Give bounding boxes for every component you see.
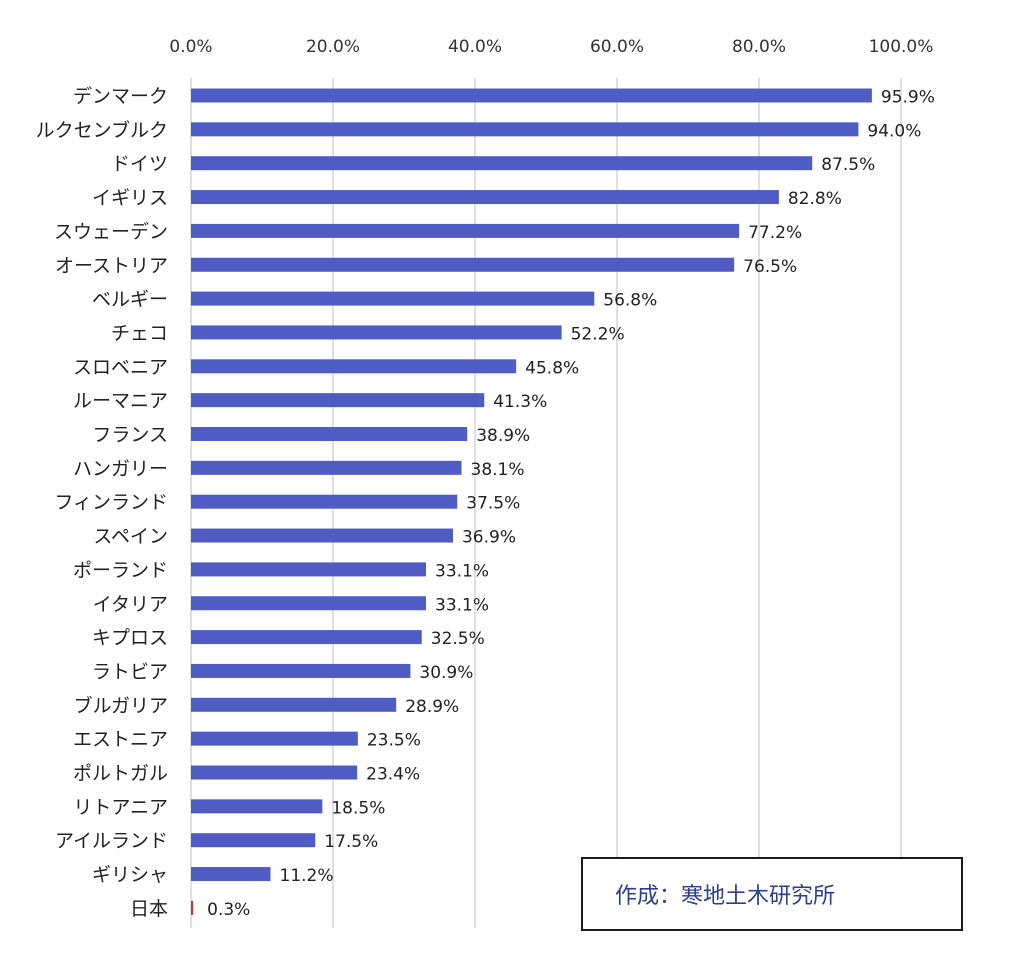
x-tick-label: 40.0% — [448, 37, 502, 57]
data-label: 37.5% — [466, 494, 520, 514]
bar — [191, 596, 427, 611]
x-tick-label: 100.0% — [869, 37, 934, 57]
category-label: フランス — [92, 424, 168, 446]
data-label: 38.1% — [471, 460, 525, 480]
data-label: 0.3% — [207, 900, 250, 920]
data-label: 77.2% — [748, 223, 802, 243]
data-label: 30.9% — [419, 663, 473, 683]
bar — [191, 833, 316, 848]
bar — [191, 156, 813, 171]
bar — [191, 190, 779, 205]
category-label: ハンガリー — [73, 458, 168, 480]
bar — [191, 460, 462, 475]
data-label: 38.9% — [476, 426, 530, 446]
bar — [191, 359, 517, 374]
category-label: ポーランド — [73, 559, 168, 581]
category-label: 日本 — [130, 898, 168, 920]
category-label: オーストリア — [55, 255, 168, 277]
data-label: 33.1% — [435, 561, 489, 581]
category-label: ドイツ — [111, 153, 168, 175]
data-label: 87.5% — [821, 155, 875, 175]
data-label: 36.9% — [462, 528, 516, 548]
data-label: 76.5% — [743, 257, 797, 277]
credit-text: 作成：寒地土木研究所 — [615, 884, 836, 909]
bar — [191, 393, 485, 408]
category-labels: デンマークルクセンブルクドイツイギリススウェーデンオーストリアベルギーチェコスロ… — [36, 86, 168, 920]
x-axis-ticks: 0.0% 20.0% 40.0% 60.0% 80.0% 100.0% — [169, 37, 933, 57]
category-label: イタリア — [93, 593, 168, 615]
bar — [191, 427, 468, 441]
bar — [191, 663, 411, 678]
data-labels: 95.9% 94.0% 87.5% 82.8% 77.2% 76.5% 56.8% 52.2%… — [207, 88, 935, 920]
data-label: 52.2% — [571, 324, 625, 344]
data-label: 28.9% — [405, 697, 459, 717]
bar — [191, 630, 422, 645]
bar — [191, 731, 358, 746]
category-label: スウェーデン — [54, 221, 168, 243]
x-tick-label: 0.0% — [169, 37, 212, 57]
category-label: リトアニア — [73, 796, 168, 818]
category-label: イギリス — [92, 187, 168, 209]
data-label: 17.5% — [324, 832, 378, 852]
category-label: キプロス — [92, 627, 168, 649]
category-label: ルクセンブルク — [36, 118, 168, 141]
category-label: ラトビア — [92, 661, 168, 683]
bar — [191, 765, 358, 780]
bar — [191, 562, 427, 577]
x-tick-label: 60.0% — [590, 37, 644, 57]
bar — [191, 799, 323, 814]
bar — [191, 223, 740, 238]
data-label: 45.8% — [525, 358, 579, 378]
data-label: 23.5% — [367, 731, 421, 751]
data-label: 82.8% — [788, 189, 842, 209]
category-label: フィンランド — [54, 492, 168, 514]
x-tick-label: 80.0% — [732, 37, 786, 57]
data-label: 18.5% — [331, 798, 385, 818]
gridlines — [190, 78, 902, 928]
category-label: スロベニア — [73, 356, 168, 378]
bar — [191, 257, 735, 272]
category-label: ギリシャ — [92, 864, 168, 886]
bar — [191, 494, 458, 509]
data-label: 33.1% — [435, 595, 489, 615]
category-label: ポルトガル — [73, 763, 168, 785]
x-tick-label: 20.0% — [306, 37, 360, 57]
data-label: 32.5% — [431, 629, 485, 649]
data-label: 41.3% — [493, 392, 547, 412]
category-label: アイルランド — [55, 830, 168, 852]
bar — [191, 900, 194, 915]
credit-box: 作成：寒地土木研究所 — [581, 857, 963, 931]
category-label: スペイン — [93, 526, 168, 548]
bar — [191, 528, 453, 543]
category-label: ブルガリア — [74, 694, 168, 717]
data-label: 94.0% — [867, 121, 921, 141]
category-label: ルーマニア — [73, 390, 168, 412]
category-label: エストニア — [73, 729, 168, 751]
bar — [191, 697, 397, 712]
category-label: デンマーク — [73, 86, 168, 108]
data-label: 95.9% — [881, 88, 935, 108]
bar — [191, 88, 872, 103]
category-label: ベルギー — [92, 289, 168, 311]
bar — [191, 867, 271, 882]
bar — [191, 291, 595, 306]
category-label: チェコ — [111, 322, 168, 344]
data-label: 11.2% — [280, 866, 334, 886]
data-label: 56.8% — [603, 291, 657, 311]
data-label: 23.4% — [366, 765, 420, 785]
bar — [191, 325, 562, 340]
bar — [191, 122, 859, 137]
bars — [191, 88, 872, 915]
